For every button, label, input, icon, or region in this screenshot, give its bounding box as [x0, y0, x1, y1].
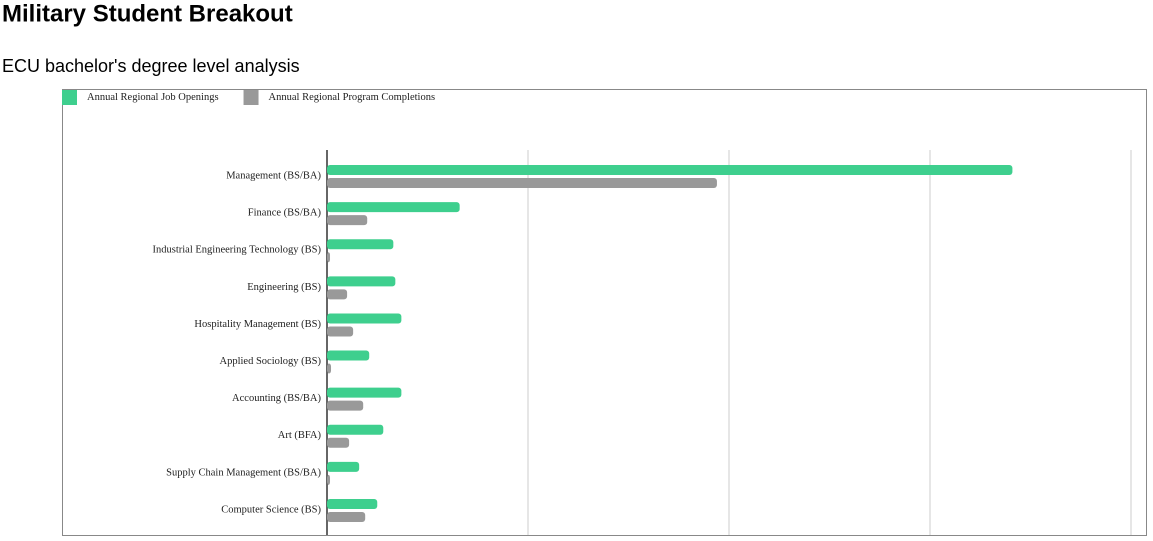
bar [327, 424, 384, 435]
bar [327, 326, 354, 337]
bar [327, 276, 396, 287]
y-tick-label: Management (BS/BA) [226, 170, 321, 181]
y-tick-label: Applied Sociology (BS) [220, 356, 322, 367]
bar [327, 461, 360, 472]
bar [327, 289, 348, 300]
bar [327, 350, 370, 361]
y-tick-label: Computer Science (BS) [221, 504, 321, 515]
legend-swatch [243, 90, 259, 105]
y-tick-label: Industrial Engineering Technology (BS) [153, 245, 322, 256]
bar [327, 215, 368, 226]
bar [327, 313, 402, 324]
bar [327, 239, 394, 250]
y-tick-label: Art (BFA) [278, 430, 322, 441]
chart-frame [62, 89, 1147, 536]
page-title: Military Student Breakout [2, 0, 293, 27]
bar [327, 400, 364, 411]
legend-label: Annual Regional Job Openings [87, 92, 219, 103]
bar [327, 474, 331, 485]
bar [327, 511, 366, 522]
y-tick-label: Supply Chain Management (BS/BA) [166, 467, 321, 478]
y-tick-label: Accounting (BS/BA) [232, 393, 321, 404]
bar [327, 498, 378, 509]
bar [327, 387, 402, 398]
y-tick-label: Finance (BS/BA) [248, 208, 322, 219]
bar [327, 437, 350, 448]
y-tick-label: Hospitality Management (BS) [194, 319, 321, 330]
bar [327, 165, 1013, 176]
bar [327, 202, 460, 213]
legend-swatch [62, 90, 77, 105]
y-tick-label: Engineering (BS) [247, 282, 321, 293]
page-subtitle: ECU bachelor's degree level analysis [2, 56, 300, 76]
bar [327, 363, 332, 374]
legend-label: Annual Regional Program Completions [269, 92, 436, 103]
bar [327, 252, 331, 263]
bar [327, 178, 717, 189]
